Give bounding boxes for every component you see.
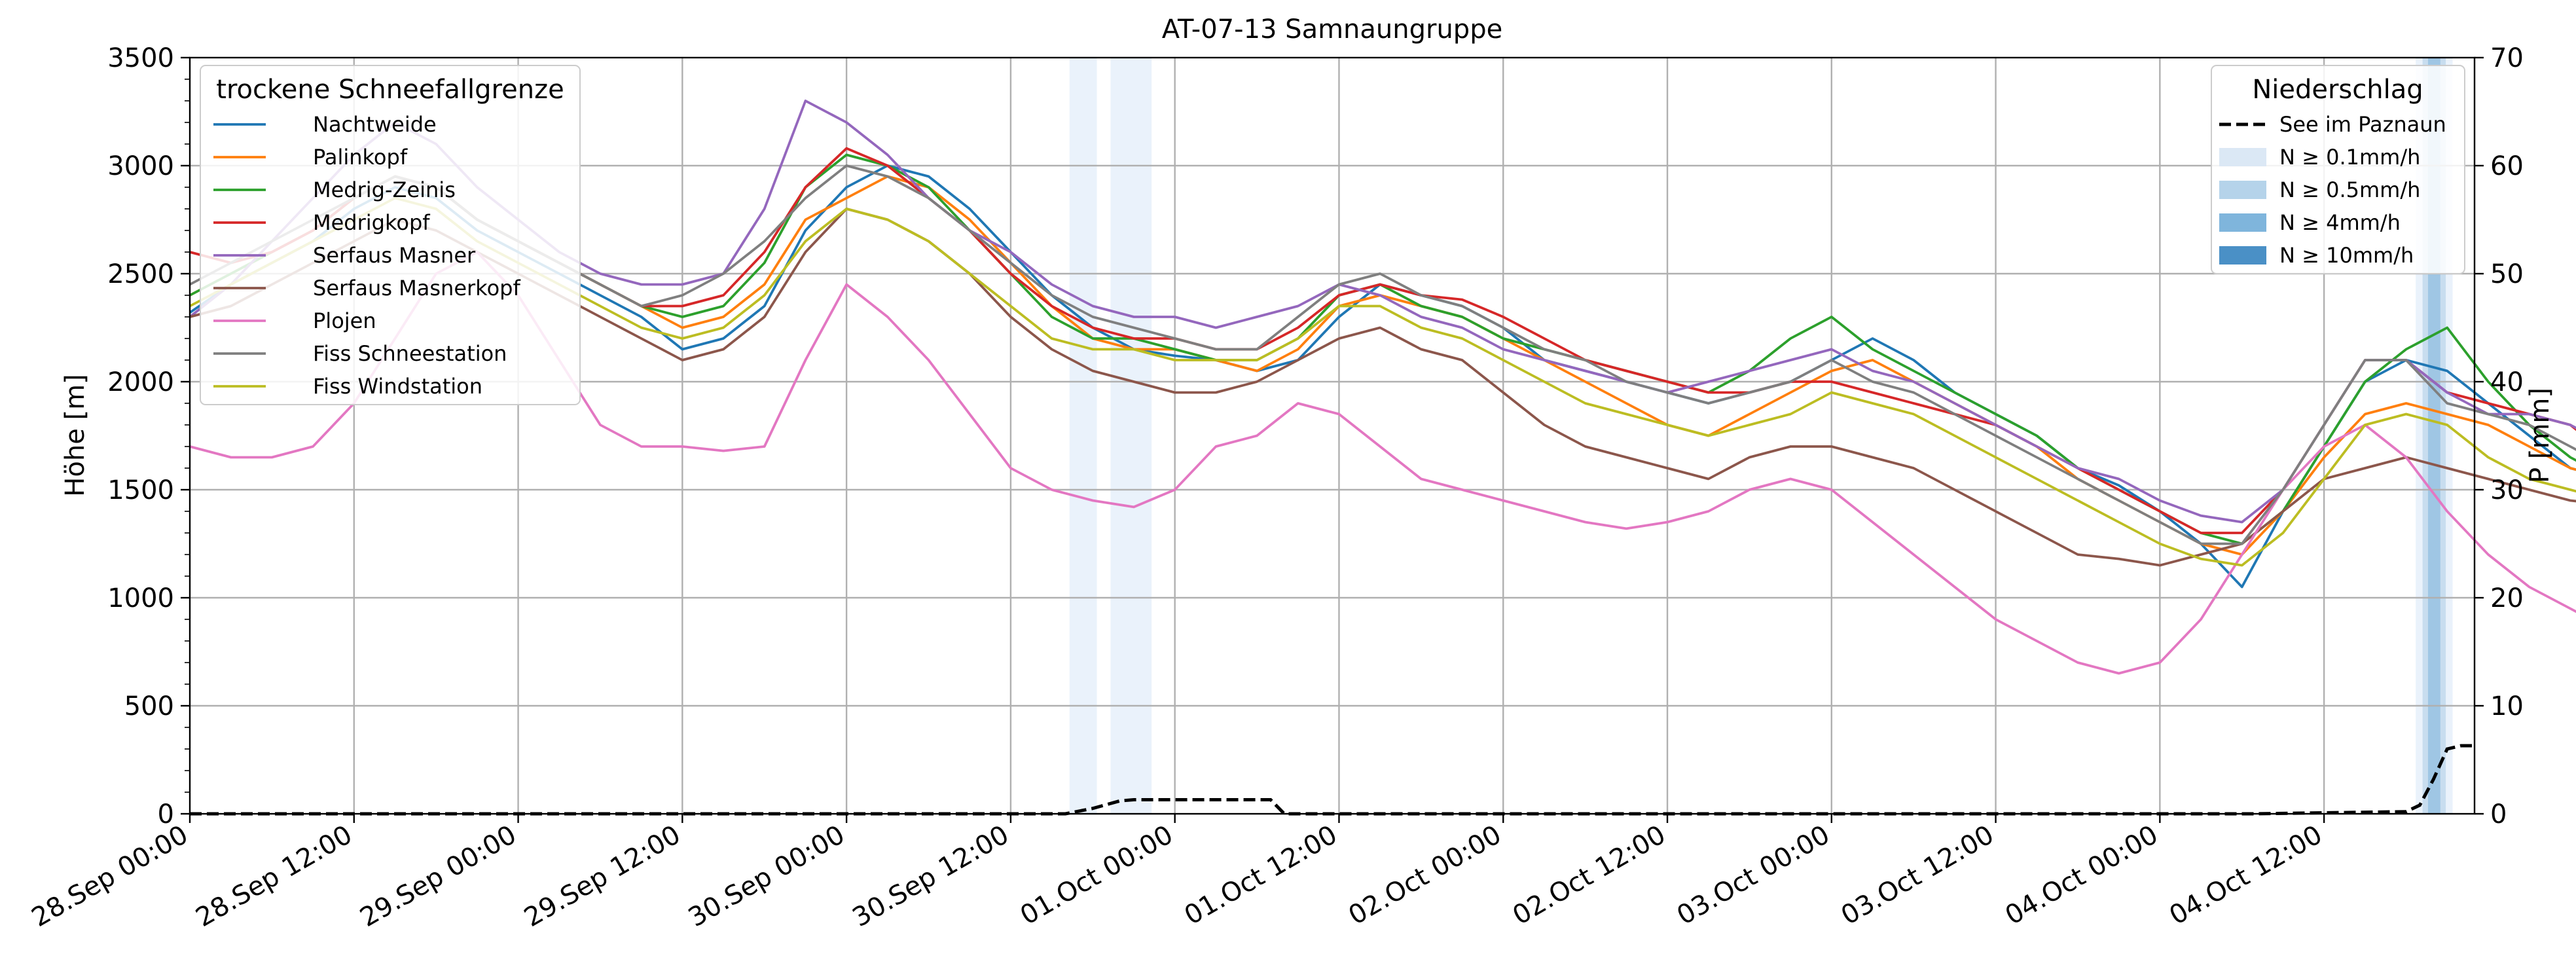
ytick-left-label-2000: 2000 [107,367,174,397]
series-line-3 [189,147,2576,534]
precip-line [190,744,2475,816]
ytick-right-label-0: 0 [2490,799,2507,830]
ytick-left-label-3000: 3000 [107,151,174,181]
ytick-right-label-40: 40 [2490,367,2524,397]
series-line-2 [189,153,2576,545]
ytick-right-label-30: 30 [2490,475,2524,505]
ytick-right-label-70: 70 [2490,43,2524,73]
legend-precip-label-3: N ≥ 4mm/h [2279,210,2401,235]
legend-precip-box [2211,65,2465,274]
y-axis-left-label: Höhe [m] [60,374,90,496]
legend-precip-swatch-1 [2219,148,2266,166]
series-line-7 [189,164,2576,545]
ytick-left-label-500: 500 [124,691,174,721]
series-line-5 [189,208,2576,567]
ytick-right-label-50: 50 [2490,259,2524,289]
ytick-left-label-1500: 1500 [107,475,174,505]
legend-label-4: Serfaus Masner [313,243,476,268]
legend-snowline-title: trockene Schneefallgrenze [216,75,564,105]
legend-precip-title: Niederschlag [2252,75,2423,105]
legend-precip-swatch-2 [2219,181,2266,199]
legend-precip-label-0: See im Paznaun [2279,112,2446,137]
legend-precip: Niederschlag See im Paznaun N ≥ 0.1mm/h N … [2211,65,2465,274]
ytick-left-label-3500: 3500 [107,43,174,73]
legend-label-2: Medrig-Zeinis [313,177,456,202]
series-line-6 [189,251,2576,675]
series-line-8 [189,196,2576,567]
legend-snowline: trockene Schneefallgrenze Nachtweide Pali… [200,65,581,405]
legend-label-5: Serfaus Masnerkopf [313,276,520,301]
legend-label-7: Fiss Schneestation [313,341,507,366]
ytick-left-label-1000: 1000 [107,583,174,613]
legend-label-6: Plojen [313,308,376,333]
precip-band-1 [1110,58,1152,814]
precip-band-0 [1069,58,1097,814]
ytick-right-label-60: 60 [2490,151,2524,181]
ytick-left-label-0: 0 [158,799,174,830]
y-axis-right-label: P [mm] [2525,388,2555,483]
legend-precip-label-1: N ≥ 0.1mm/h [2279,145,2420,170]
legend-snowline-box [200,65,581,405]
series-line-4 [189,100,2576,524]
ytick-left-label-2500: 2500 [107,259,174,289]
plot-frame [189,56,2476,815]
ytick-right-label-10: 10 [2490,691,2524,721]
legend-precip-label-2: N ≥ 0.5mm/h [2279,177,2420,202]
legend-precip-label-4: N ≥ 10mm/h [2279,243,2414,268]
legend-label-0: Nachtweide [313,112,437,137]
snowline-series [189,100,2576,675]
series-line-1 [189,175,2576,556]
chart-title: AT-07-13 Samnaungruppe [1162,14,1502,45]
legend-label-1: Palinkopf [313,145,408,170]
ytick-right-label-20: 20 [2490,583,2524,613]
precip-series [190,744,2475,816]
legend-label-3: Medrigkopf [313,210,430,235]
series-line-0 [189,164,2576,589]
legend-precip-swatch-4 [2219,246,2266,265]
legend-precip-swatch-3 [2219,213,2266,232]
legend-label-8: Fiss Windstation [313,374,482,399]
